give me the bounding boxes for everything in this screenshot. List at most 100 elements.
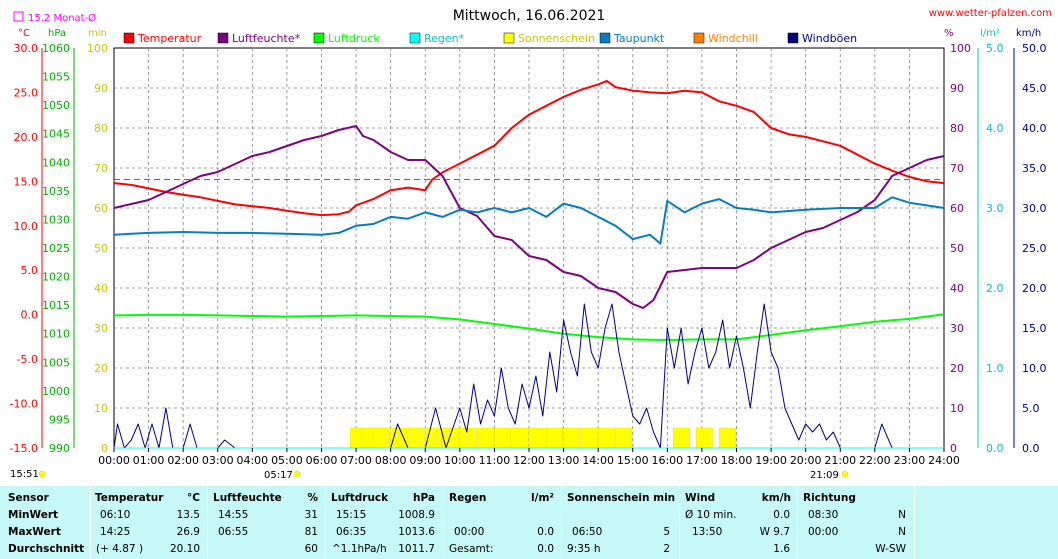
x-tick-label: 14:00	[582, 454, 614, 467]
daylength-label: 15:51	[10, 469, 39, 480]
pressure-tick: 1045	[42, 128, 70, 141]
x-tick-label: 16:00	[651, 454, 683, 467]
row-avg-sun-val: 2	[663, 543, 670, 555]
wind-tick: 0.0	[1022, 442, 1040, 455]
sunshine-bar	[695, 427, 713, 449]
row-min-dir-val: N	[898, 509, 906, 521]
row-avg-hum-val: 60	[304, 543, 318, 555]
pressure-tick: 1030	[42, 213, 70, 226]
row-max-wind-time: 13:50	[692, 526, 723, 538]
row-avg-temp-val: 20.10	[169, 543, 200, 555]
wind-tick: 15.0	[1022, 322, 1047, 335]
legend-label: Windböen	[802, 32, 857, 45]
pressure-tick: 990	[49, 442, 70, 455]
row-min-press-time: 15:15	[336, 509, 367, 521]
row-max-hum-val: 81	[304, 526, 318, 538]
x-tick-label: 06:00	[306, 454, 338, 467]
temp-tick: 25.0	[14, 86, 39, 99]
row-max-wind-val: W 9.7	[759, 526, 790, 538]
sunset-label: 21:09	[810, 470, 839, 481]
series-windben	[113, 303, 944, 449]
header-press: Luftdruck	[331, 492, 389, 504]
header-wind: Wind	[685, 492, 716, 504]
chart-title: Mittwoch, 16.06.2021	[453, 8, 606, 24]
row-avg-sun-time: 9:35 h	[567, 543, 601, 555]
weather-chart: 30.0 25.0 20.0 15.0 10.0 5.0 0.0 -5.0 -10.0 -15.0…	[9, 8, 1052, 481]
row-max-temp-val: 26.9	[176, 526, 200, 538]
x-tick-label: 01:00	[133, 454, 165, 467]
row-avg-press-time: ^1.1hPa/h	[332, 543, 387, 555]
wind-tick: 20.0	[1022, 282, 1047, 295]
pressure-tick: 1035	[42, 185, 70, 198]
sunshine-bar	[494, 427, 512, 449]
x-tick-label: 04:00	[236, 454, 268, 467]
temp-tick: -15.0	[10, 442, 38, 455]
sun-tick: 50	[94, 242, 108, 255]
legend-swatch	[409, 32, 421, 44]
header-sensor: Sensor	[8, 492, 49, 504]
website-link[interactable]: www.wetter-pfalzen.com	[929, 8, 1052, 19]
sunshine-bar	[672, 427, 690, 449]
temp-tick: 20.0	[14, 131, 39, 144]
x-tick-label: 02:00	[167, 454, 199, 467]
sunshine-bar	[373, 427, 391, 449]
temp-tick: 30.0	[14, 42, 39, 55]
sunrise-icon	[293, 470, 301, 478]
unit-humidity: %	[944, 28, 954, 39]
x-tick-label: 13:00	[548, 454, 580, 467]
x-tick-label: 03:00	[202, 454, 234, 467]
row-min-wind-time: Ø 10 min.	[685, 509, 737, 521]
row-min-temp-time: 06:10	[100, 509, 131, 521]
header-hum: Luftfeuchte	[213, 492, 282, 504]
humidity-tick: 40	[950, 282, 964, 295]
temp-tick: 10.0	[14, 220, 39, 233]
header-temp: Temperatur	[95, 492, 164, 504]
sun-tick: 0	[101, 442, 108, 455]
row-min-temp-val: 13.5	[176, 509, 200, 521]
sunshine-bar	[580, 427, 598, 449]
pressure-tick: 995	[49, 413, 70, 426]
wind-tick: 5.0	[1022, 402, 1040, 415]
x-tick-label: 17:00	[686, 454, 718, 467]
rain-tick: 2.0	[986, 282, 1004, 295]
x-tick-label: 24:00	[928, 454, 960, 467]
humidity-tick: 90	[950, 82, 964, 95]
unit-pressure: hPa	[48, 28, 66, 39]
row-min-hum-val: 31	[304, 509, 318, 521]
humidity-tick: 20	[950, 362, 964, 375]
pressure-tick: 1060	[42, 42, 70, 55]
x-tick-label: 21:00	[824, 454, 856, 467]
rain-tick: 5.0	[986, 42, 1004, 55]
sunshine-bar	[407, 427, 425, 449]
row-avg-press-val: 1011.7	[398, 543, 435, 555]
row-min-label: MinWert	[8, 509, 59, 521]
wind-tick: 45.0	[1022, 82, 1047, 95]
unit-sun: min	[88, 28, 107, 39]
legend-swatch	[313, 32, 325, 44]
row-min-hum-time: 14:55	[218, 509, 249, 521]
sunshine-bar	[476, 427, 494, 449]
unit-temp: °C	[18, 28, 30, 39]
sunshine-bar	[615, 427, 633, 449]
sun-tick: 20	[94, 362, 108, 375]
rain-tick: 0.0	[986, 442, 1004, 455]
x-tick-label: 20:00	[790, 454, 822, 467]
row-max-rain-val: 0.0	[537, 526, 554, 538]
pressure-tick: 1000	[42, 385, 70, 398]
wind-tick: 40.0	[1022, 122, 1047, 135]
row-avg-rain-time: Gesamt:	[449, 543, 494, 555]
pressure-tick: 1050	[42, 99, 70, 112]
sunrise-label: 05:17	[264, 470, 293, 481]
series-luftdruck	[113, 313, 945, 341]
stats-table: Sensor Temperatur °C Luftfeuchte % Luftd…	[0, 486, 1058, 559]
legend-label: Luftfeuchte*	[232, 32, 301, 45]
row-min-press-val: 1008.9	[398, 509, 435, 521]
month-avg-label: 15.2 Monat-Ø	[28, 12, 96, 24]
sunshine-bar	[528, 427, 546, 449]
temp-tick: 5.0	[21, 264, 39, 277]
sunshine-bar	[597, 427, 615, 449]
rain-tick: 3.0	[986, 202, 1004, 215]
header-rain-unit: l/m²	[531, 492, 554, 504]
sun-tick: 90	[94, 82, 108, 95]
row-avg-rain-val: 0.0	[537, 543, 554, 555]
